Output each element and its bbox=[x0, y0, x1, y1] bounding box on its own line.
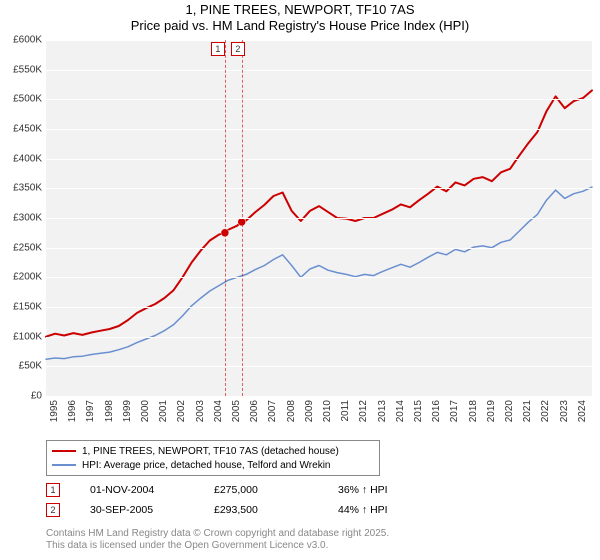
x-tick-label: 2002 bbox=[176, 400, 187, 422]
gridline bbox=[46, 218, 592, 219]
gridline bbox=[46, 188, 592, 189]
x-tick-label: 2003 bbox=[195, 400, 206, 422]
x-tick-label: 1996 bbox=[67, 400, 78, 422]
y-tick-label: £350K bbox=[13, 183, 42, 194]
x-axis: 1995 1996 1997 1998 1999 2000 2001 2002 2003 2004… bbox=[46, 396, 592, 440]
price-point-row: 2 30-SEP-2005£293,50044% ↑ HPI bbox=[46, 500, 592, 520]
y-tick-label: £250K bbox=[13, 242, 42, 253]
y-tick-label: £450K bbox=[13, 124, 42, 135]
gridline bbox=[46, 277, 592, 278]
x-tick-label: 1999 bbox=[122, 400, 133, 422]
x-tick-label: 2001 bbox=[158, 400, 169, 422]
x-tick-label: 2009 bbox=[304, 400, 315, 422]
marker-box: 2 bbox=[231, 42, 245, 56]
gridline bbox=[46, 366, 592, 367]
x-tick-label: 2015 bbox=[413, 400, 424, 422]
y-tick-label: £200K bbox=[13, 272, 42, 283]
price-point-table: 1 01-NOV-2004£275,00036% ↑ HPI 2 30-SEP-200… bbox=[46, 480, 592, 520]
gridline bbox=[46, 248, 592, 249]
x-tick-label: 1997 bbox=[85, 400, 96, 422]
legend-label: HPI: Average price, detached house, Telf… bbox=[82, 460, 331, 471]
marker-vline bbox=[242, 40, 243, 396]
x-tick-label: 2006 bbox=[249, 400, 260, 422]
x-tick-label: 2019 bbox=[486, 400, 497, 422]
legend: 1, PINE TREES, NEWPORT, TF10 7AS (detach… bbox=[46, 440, 380, 476]
marker-box: 2 bbox=[46, 503, 60, 517]
x-tick-label: 2005 bbox=[231, 400, 242, 422]
x-tick-label: 1998 bbox=[104, 400, 115, 422]
y-axis: £0£50K£100K£150K£200K£250K£300K£350K£400… bbox=[0, 40, 46, 396]
y-tick-label: £550K bbox=[13, 64, 42, 75]
title-line-2: Price paid vs. HM Land Registry's House … bbox=[0, 18, 600, 34]
legend-item: HPI: Average price, detached house, Telf… bbox=[52, 458, 374, 472]
attribution: Contains HM Land Registry data © Crown c… bbox=[46, 528, 592, 552]
y-tick-label: £300K bbox=[13, 213, 42, 224]
legend-swatch bbox=[52, 450, 76, 452]
attribution-line-1: Contains HM Land Registry data © Crown c… bbox=[46, 528, 592, 540]
marker-vline bbox=[225, 40, 226, 396]
price-point-date: 01-NOV-2004 bbox=[90, 484, 214, 496]
series-line bbox=[46, 90, 592, 336]
title-line-1: 1, PINE TREES, NEWPORT, TF10 7AS bbox=[0, 2, 600, 18]
gridline bbox=[46, 159, 592, 160]
x-tick-label: 2013 bbox=[377, 400, 388, 422]
x-tick-label: 2018 bbox=[468, 400, 479, 422]
x-tick-label: 2008 bbox=[286, 400, 297, 422]
price-point-date: 30-SEP-2005 bbox=[90, 504, 214, 516]
y-tick-label: £0 bbox=[31, 391, 42, 402]
x-tick-label: 2000 bbox=[140, 400, 151, 422]
x-tick-label: 2004 bbox=[213, 400, 224, 422]
x-tick-label: 2011 bbox=[340, 400, 351, 422]
chart-container: 1, PINE TREES, NEWPORT, TF10 7AS Price p… bbox=[0, 0, 600, 560]
price-point-comparison: 44% ↑ HPI bbox=[338, 504, 458, 516]
x-tick-label: 2020 bbox=[504, 400, 515, 422]
y-tick-label: £400K bbox=[13, 153, 42, 164]
x-tick-label: 1995 bbox=[49, 400, 60, 422]
x-tick-label: 2021 bbox=[522, 400, 533, 422]
gridline bbox=[46, 129, 592, 130]
gridline bbox=[46, 307, 592, 308]
legend-label: 1, PINE TREES, NEWPORT, TF10 7AS (detach… bbox=[82, 446, 339, 457]
y-tick-label: £100K bbox=[13, 331, 42, 342]
x-tick-label: 2022 bbox=[540, 400, 551, 422]
x-tick-label: 2014 bbox=[395, 400, 406, 422]
price-point-comparison: 36% ↑ HPI bbox=[338, 484, 458, 496]
y-tick-label: £500K bbox=[13, 94, 42, 105]
plot-area: 12 bbox=[46, 40, 592, 396]
legend-swatch bbox=[52, 464, 76, 466]
x-tick-label: 2012 bbox=[358, 400, 369, 422]
price-point-price: £293,500 bbox=[214, 504, 338, 516]
gridline bbox=[46, 337, 592, 338]
marker-box: 1 bbox=[46, 483, 60, 497]
x-tick-label: 2007 bbox=[267, 400, 278, 422]
price-point-row: 1 01-NOV-2004£275,00036% ↑ HPI bbox=[46, 480, 592, 500]
x-tick-label: 2016 bbox=[431, 400, 442, 422]
legend-item: 1, PINE TREES, NEWPORT, TF10 7AS (detach… bbox=[52, 444, 374, 458]
x-tick-label: 2024 bbox=[577, 400, 588, 422]
y-tick-label: £150K bbox=[13, 302, 42, 313]
price-point-price: £275,000 bbox=[214, 484, 338, 496]
y-tick-label: £50K bbox=[19, 361, 42, 372]
x-tick-label: 2017 bbox=[449, 400, 460, 422]
chart-title: 1, PINE TREES, NEWPORT, TF10 7AS Price p… bbox=[0, 0, 600, 35]
y-tick-label: £600K bbox=[13, 35, 42, 46]
attribution-line-2: This data is licensed under the Open Gov… bbox=[46, 540, 592, 552]
marker-box: 1 bbox=[211, 42, 225, 56]
series-line bbox=[46, 187, 592, 359]
gridline bbox=[46, 99, 592, 100]
x-tick-label: 2023 bbox=[559, 400, 570, 422]
x-tick-label: 2010 bbox=[322, 400, 333, 422]
gridline bbox=[46, 70, 592, 71]
gridline bbox=[46, 40, 592, 41]
